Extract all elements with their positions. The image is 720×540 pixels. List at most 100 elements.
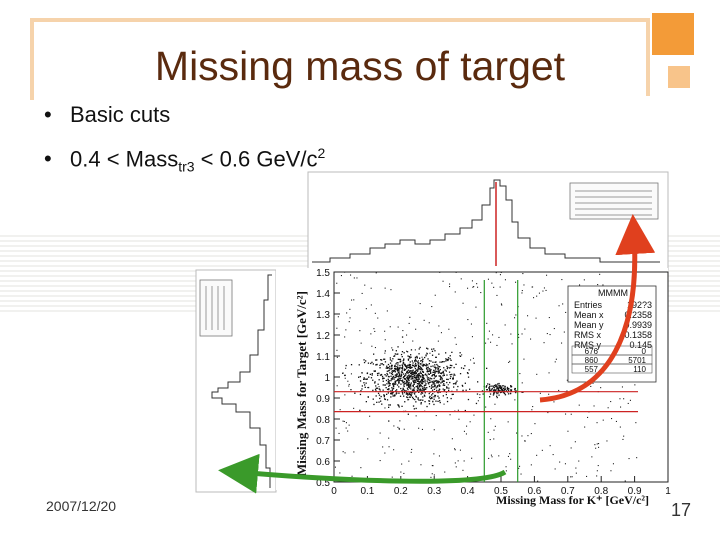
frame-right-bar — [646, 18, 650, 96]
scatter-point — [418, 353, 420, 355]
scatter-point — [443, 380, 445, 382]
scatter-point — [371, 361, 373, 363]
scatter-point — [402, 381, 405, 384]
scatter-point — [419, 376, 422, 378]
scatter-point — [433, 382, 435, 384]
scatter-point — [522, 273, 524, 275]
scatter-point — [487, 278, 489, 280]
scatter-point — [404, 401, 406, 403]
scatter-point — [398, 428, 400, 430]
scatter-point — [423, 378, 425, 380]
scatter-point — [412, 372, 414, 374]
scatter-point — [429, 381, 432, 383]
scatter-point — [374, 388, 377, 391]
scatter-point — [555, 358, 557, 360]
scatter-point — [492, 385, 494, 387]
scatter-point — [419, 390, 421, 392]
scatter-point — [456, 389, 458, 391]
scatter-point — [456, 380, 458, 382]
scatter-point — [405, 393, 407, 395]
scatter-point — [382, 380, 384, 382]
scatter-point — [432, 373, 434, 376]
stats-label: Mean x — [574, 310, 604, 320]
scatter-point — [387, 366, 389, 369]
scatter-point — [493, 390, 495, 392]
scatter-point — [426, 352, 428, 354]
scatter-point — [391, 370, 393, 372]
scatter-point — [389, 359, 392, 361]
scatter-point — [413, 376, 416, 379]
scatter-point — [527, 435, 529, 437]
scatter-point — [374, 382, 376, 384]
scatter-point — [402, 381, 404, 383]
scatter-point — [420, 399, 422, 401]
scatter-point — [432, 393, 434, 395]
scatter-point — [507, 389, 510, 392]
scatter-point — [406, 381, 409, 383]
scatter-point — [411, 376, 413, 378]
scatter-point — [452, 378, 454, 380]
scatter-point — [392, 375, 395, 378]
scatter-point — [401, 367, 403, 369]
scatter-point — [427, 358, 429, 360]
scatter-point — [494, 385, 496, 387]
scatter-point — [424, 395, 426, 397]
scatter-point — [402, 341, 404, 343]
scatter-point — [610, 470, 612, 472]
scatter-point — [422, 360, 424, 363]
scatter-point — [418, 383, 420, 385]
scatter-point — [473, 362, 475, 364]
scatter-point — [437, 382, 440, 384]
scatter-point — [403, 384, 405, 386]
scatter-point — [467, 372, 469, 375]
scatter-point — [460, 367, 463, 369]
scatter-point — [368, 376, 370, 378]
scatter-point — [401, 391, 404, 394]
scatter-point — [410, 367, 412, 369]
scatter-point — [396, 384, 399, 386]
scatter-point — [407, 364, 409, 366]
scatter-point — [410, 382, 412, 384]
x-tick-label: 0 — [331, 486, 337, 497]
scatter-point — [451, 393, 453, 396]
scatter-point — [416, 380, 419, 382]
scatter-point — [417, 368, 419, 370]
scatter-point — [398, 373, 401, 375]
scatter-point — [360, 467, 362, 469]
scatter-point — [424, 401, 426, 403]
scatter-point — [334, 466, 336, 468]
scatter-point — [379, 388, 381, 391]
scatter-point — [345, 364, 347, 367]
x-tick-label: 0.9 — [628, 486, 642, 497]
scatter-point — [392, 349, 394, 351]
scatter-point — [445, 370, 447, 372]
scatter-point — [402, 387, 404, 389]
scatter-point — [627, 402, 629, 404]
scatter-point — [495, 272, 497, 274]
scatter-point — [427, 348, 429, 350]
scatter-point — [587, 416, 589, 418]
scatter-point — [450, 375, 452, 378]
scatter-point — [439, 391, 441, 393]
scatter-point — [344, 271, 346, 273]
y-tick-label: 0.7 — [316, 436, 330, 447]
scatter-point — [361, 385, 363, 387]
scatter-point — [417, 361, 419, 363]
scatter-point — [485, 406, 487, 408]
scatter-point — [412, 385, 414, 388]
scatter-point — [496, 386, 498, 388]
bullet-dot-icon: • — [44, 102, 52, 127]
scatter-point — [398, 377, 400, 379]
scatter-point — [460, 278, 462, 280]
scatter-point — [504, 394, 507, 396]
scatter-point — [431, 381, 433, 383]
scatter-point — [447, 378, 449, 381]
scatter-point — [426, 367, 428, 369]
scatter-point — [384, 407, 386, 409]
scatter-point — [621, 386, 623, 388]
scatter-point — [606, 440, 608, 442]
scatter-point — [394, 365, 396, 367]
scatter-point — [403, 472, 405, 474]
scatter-point — [390, 375, 392, 377]
